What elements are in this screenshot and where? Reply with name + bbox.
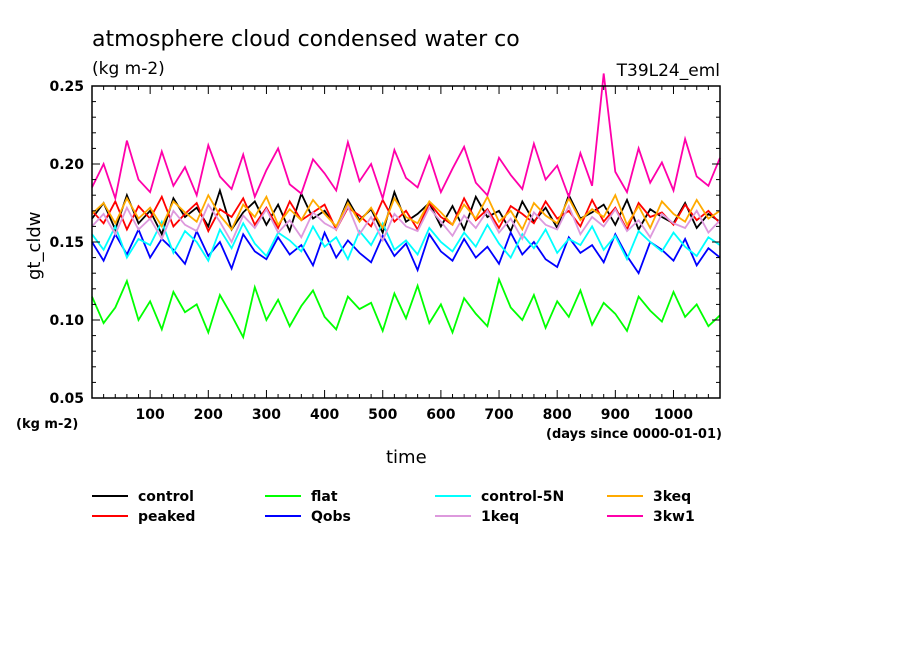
series-line-qobs [91, 227, 721, 276]
x-tick-label: 300 [252, 407, 281, 423]
chart-legend: control peaked flat Qobs control-5N 1keq 3keq 3… [92, 489, 695, 525]
x-tick-label: 700 [484, 407, 513, 423]
x-tick-label: 200 [194, 407, 223, 423]
chart-title: atmosphere cloud condensed water co [92, 27, 520, 52]
y-tick-label: 0.10 [49, 313, 84, 329]
x-tick-label: 100 [136, 407, 165, 423]
x-tick-label: 1000 [654, 407, 693, 423]
series-line-1keq [91, 202, 721, 244]
y-units-label: (kg m-2) [16, 417, 78, 432]
series-line-flat [91, 276, 721, 340]
y-tick-label: 0.15 [49, 235, 84, 251]
y-tick-label: 0.05 [49, 391, 84, 407]
legend-label-control: control [138, 489, 194, 505]
plot-series-group [91, 73, 721, 340]
y-tick-label: 0.20 [49, 157, 84, 173]
series-line-control-5n [91, 219, 721, 263]
x-tick-label: 400 [310, 407, 339, 423]
y-axis-label: gt_cldw [24, 211, 45, 280]
x-tick-label: 900 [601, 407, 630, 423]
legend-label-3keq: 3keq [653, 489, 691, 505]
run-label: T39L24_eml [616, 61, 720, 81]
x-units-label: (days since 0000-01-01) [546, 427, 722, 442]
y-tick-label: 0.25 [49, 79, 84, 95]
x-tick-label: 600 [426, 407, 455, 423]
legend-label-peaked: peaked [138, 509, 195, 525]
x-tick-label: 800 [543, 407, 572, 423]
x-tick-label: 500 [368, 407, 397, 423]
series-line-3keq [91, 193, 721, 232]
x-axis-label: time [386, 447, 427, 468]
series-line-control [91, 187, 721, 237]
series-line-3kw1 [91, 73, 721, 202]
legend-label-qobs: Qobs [311, 509, 351, 525]
legend-label-1keq: 1keq [481, 509, 519, 525]
legend-label-control-5n: control-5N [481, 489, 564, 505]
axis-ticks-group: 100 200 300 400 500 600 700 800 900 1000 0.05 0.10 0… [49, 79, 720, 423]
chart-subtitle: (kg m-2) [92, 59, 165, 79]
legend-label-flat: flat [311, 489, 338, 505]
plot-frame [91, 85, 721, 399]
legend-label-3kw1: 3kw1 [653, 509, 695, 525]
